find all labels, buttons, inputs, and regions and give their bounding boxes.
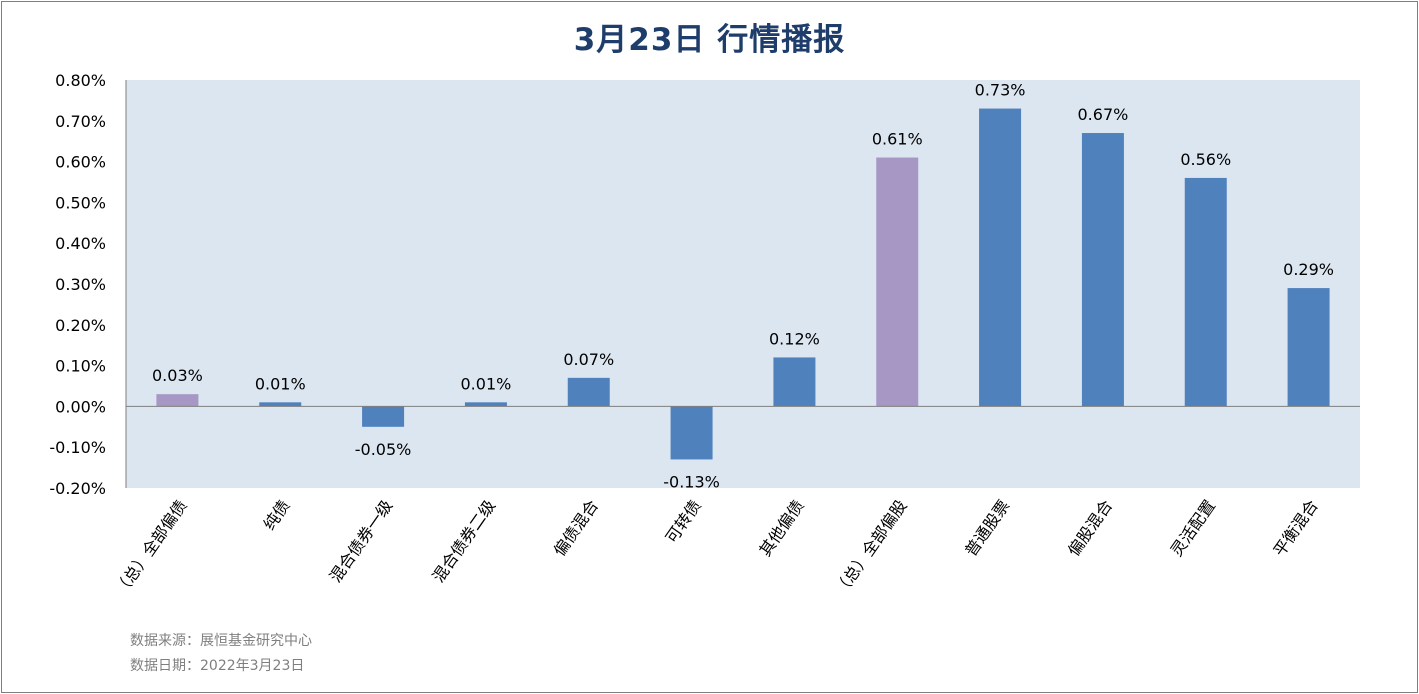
category-label: （总）全部偏债 <box>111 496 191 599</box>
footer-source: 数据来源：展恒基金研究中心 <box>130 633 312 649</box>
y-tick-label: 0.70% <box>55 112 106 131</box>
y-axis-ticks: 0.80% 0.70% 0.60% 0.50% 0.40% 0.30% 0.20% 0.10%… <box>49 71 106 498</box>
bar <box>259 402 302 407</box>
data-label: 0.01% <box>255 374 306 393</box>
y-tick-label: 0.10% <box>55 357 106 376</box>
category-label: 纯债 <box>260 496 294 533</box>
bar <box>567 377 610 407</box>
data-label: 0.01% <box>461 374 512 393</box>
data-label: 0.61% <box>872 130 923 149</box>
bar <box>362 406 405 427</box>
y-tick-label: 0.20% <box>55 316 106 335</box>
data-label: 0.73% <box>975 81 1026 100</box>
bar <box>670 406 713 460</box>
bar <box>1184 177 1227 407</box>
y-tick-label: 0.80% <box>55 71 106 90</box>
data-label: 0.12% <box>769 329 820 348</box>
data-labels: 0.03% 0.01% -0.05% 0.01% 0.07% -0.13% 0.12% 0.6… <box>152 81 1334 492</box>
category-label: 平衡混合 <box>1270 496 1322 559</box>
category-label: 偏债混合 <box>550 496 602 559</box>
bar <box>773 357 816 407</box>
category-label: （总）全部偏股 <box>831 496 911 599</box>
data-label: 0.07% <box>563 350 614 369</box>
bar <box>979 108 1022 407</box>
bar <box>156 394 199 407</box>
bars <box>156 108 1330 460</box>
y-tick-label: 0.00% <box>55 397 106 416</box>
y-tick-label: 0.50% <box>55 193 106 212</box>
category-label: 灵活配置 <box>1167 496 1219 559</box>
data-label: 0.56% <box>1180 150 1231 169</box>
footer-date: 数据日期：2022年3月23日 <box>130 658 305 674</box>
category-label: 可转债 <box>662 496 705 546</box>
y-tick-label: -0.20% <box>49 479 106 498</box>
y-tick-label: 0.30% <box>55 275 106 294</box>
data-label: 0.03% <box>152 366 203 385</box>
category-label: 其他偏债 <box>755 496 807 559</box>
y-tick-label: 0.40% <box>55 234 106 253</box>
bar <box>1081 133 1124 407</box>
data-label: -0.13% <box>663 472 720 491</box>
y-tick-label: 0.60% <box>55 153 106 172</box>
category-label: 普通股票 <box>961 496 1013 559</box>
bar <box>1287 288 1330 407</box>
category-label: 偏股混合 <box>1064 496 1116 559</box>
category-label: 混合债券二级 <box>429 496 500 586</box>
y-tick-label: -0.10% <box>49 438 106 457</box>
chart-title: 3月23日 行情播报 <box>573 22 846 58</box>
bar <box>464 402 507 407</box>
category-labels: （总）全部偏债 纯债 混合债券一级 混合债券二级 偏债混合 可转债 其他偏债 （总）全部偏股普… <box>111 496 1322 599</box>
data-label: 0.67% <box>1078 105 1129 124</box>
data-label: 0.29% <box>1283 260 1334 279</box>
plot-area <box>126 80 1360 488</box>
data-label: -0.05% <box>355 440 412 459</box>
category-label: 混合债券一级 <box>326 496 397 586</box>
bar <box>876 157 919 407</box>
